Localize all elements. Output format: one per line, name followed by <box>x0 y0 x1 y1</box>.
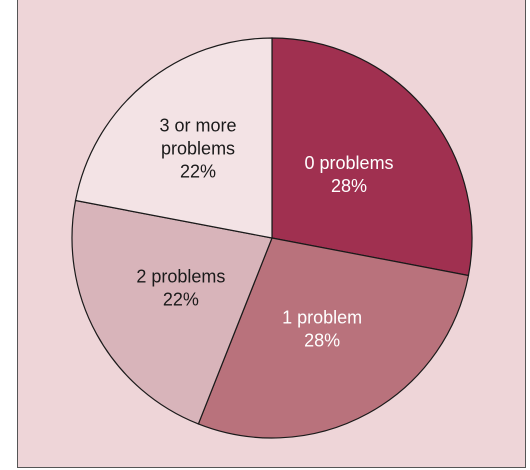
slice-label-2: 2 problems 22% <box>136 267 225 310</box>
pie-chart: 0 problems 28%1 problem 28%2 problems 22%3 … <box>71 37 473 439</box>
slice-percent-0: 28% <box>331 176 367 196</box>
pie-slice-1 <box>197 237 470 439</box>
slice-name-3: 3 or more <box>160 116 237 136</box>
pie-slice-3 <box>74 37 273 239</box>
slice-name-2: 2 problems <box>136 267 225 287</box>
pie-labels: 0 problems 28%1 problem 28%2 problems 22%3 … <box>136 116 393 351</box>
slice-percent-3: 22% <box>180 162 216 182</box>
pie-slice-0 <box>271 37 473 277</box>
chart-panel: 0 problems 28% 1 problem 28% 2 problems 22% 3 … <box>17 0 526 468</box>
slice-label-3: 3 or more problems 22% <box>160 116 237 182</box>
slice-name-1: 1 problem <box>282 308 362 328</box>
slice-label-0: 0 problems 28% <box>305 153 394 196</box>
pie-slices <box>71 37 473 439</box>
slice-label-1: 1 problem 28% <box>282 308 362 351</box>
slice-percent-1: 28% <box>304 331 340 351</box>
slice-name-0: 0 problems <box>305 153 394 173</box>
slice-name-3: problems <box>161 139 235 159</box>
slice-percent-2: 22% <box>163 290 199 310</box>
pie-slice-2 <box>71 199 273 425</box>
